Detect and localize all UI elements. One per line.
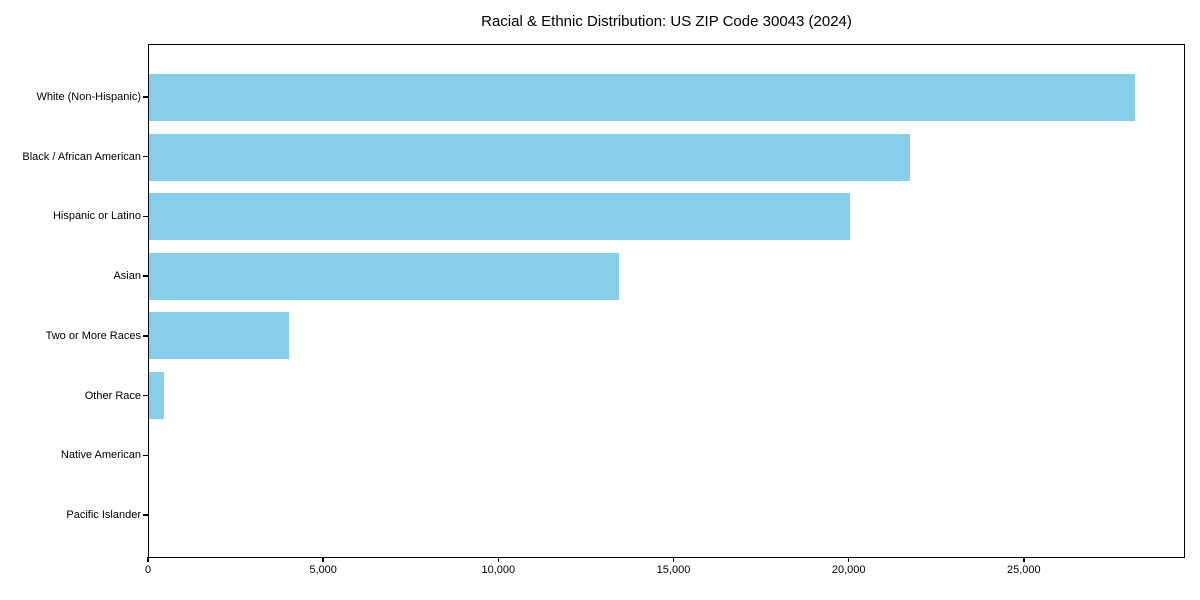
bar-rows-container	[149, 45, 1184, 557]
y-tick-mark	[143, 96, 148, 98]
bar-other-race	[149, 371, 165, 419]
x-tick-mark	[672, 556, 675, 562]
x-tick-mark	[147, 556, 149, 562]
x-tick-label: 5,000	[309, 564, 337, 576]
bar-row	[149, 485, 1184, 545]
x-tick-mark	[322, 556, 324, 562]
x-tick-mark	[1023, 556, 1025, 562]
bar-two-or-more-races	[149, 312, 289, 360]
y-axis-label: Pacific Islander	[66, 509, 141, 522]
bar-white-non-hispanic	[149, 74, 1136, 122]
y-tick-mark	[143, 335, 148, 337]
bar-asian	[149, 252, 620, 300]
y-tick-mark	[143, 394, 148, 397]
x-tick-label: 10,000	[481, 564, 516, 576]
plot-area	[148, 44, 1185, 558]
bar-row	[149, 366, 1184, 426]
chart-title: Racial & Ethnic Distribution: US ZIP Cod…	[481, 13, 852, 30]
y-tick-mark	[143, 514, 148, 516]
x-tick-label: 15,000	[656, 564, 691, 576]
x-tick-label: 25,000	[1007, 564, 1041, 576]
y-axis-label: Black / African American	[22, 150, 141, 163]
bar-row	[149, 68, 1184, 128]
bar-hispanic-or-latino	[149, 193, 851, 241]
bar-row	[149, 425, 1184, 485]
x-tick-mark	[497, 556, 500, 562]
bar-row	[149, 187, 1184, 247]
y-tick-mark	[143, 275, 148, 277]
y-axis-label: Asian	[113, 270, 141, 283]
bar-row	[149, 128, 1184, 188]
y-axis-label: White (Non-Hispanic)	[36, 90, 141, 103]
x-tick-label: 20,000	[831, 564, 866, 576]
y-axis-label: Two or More Races	[45, 329, 141, 342]
bar-black-african-american	[149, 133, 910, 181]
y-axis-label: Other Race	[84, 389, 141, 402]
x-tick-label: 0	[144, 564, 152, 576]
y-axis-label: Hispanic or Latino	[52, 210, 141, 223]
y-tick-mark	[143, 454, 148, 457]
y-tick-mark	[143, 155, 148, 158]
y-tick-mark	[143, 215, 148, 218]
y-axis-label: Native American	[60, 449, 141, 462]
bar-row	[149, 306, 1184, 366]
x-tick-mark	[847, 556, 850, 562]
bar-row	[149, 247, 1184, 307]
